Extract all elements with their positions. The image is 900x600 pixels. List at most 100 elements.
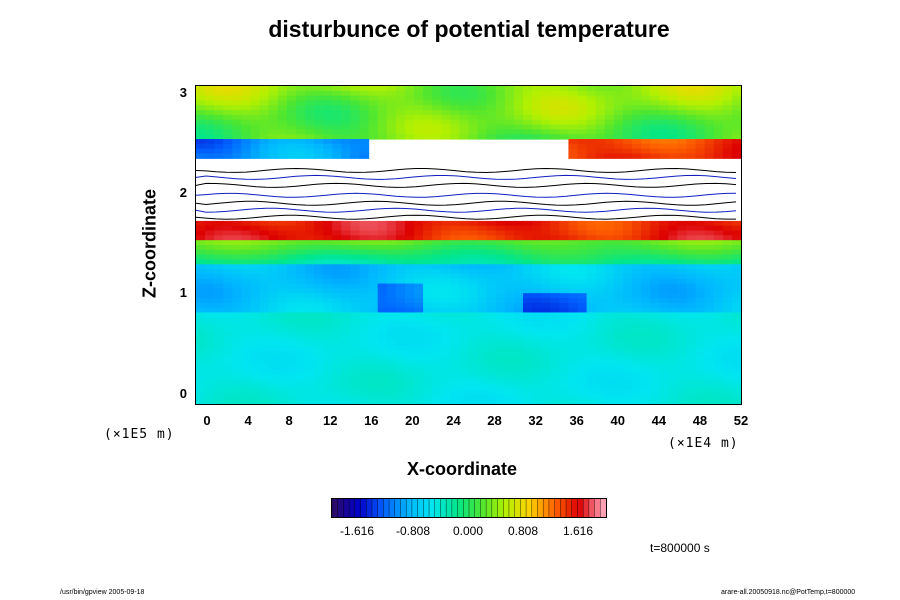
heatmap-cell	[713, 245, 724, 251]
heatmap-cell	[550, 389, 560, 395]
heatmap-cell	[232, 399, 243, 404]
heatmap-cell	[568, 278, 579, 285]
heatmap-cell	[214, 346, 224, 352]
heatmap-cell	[341, 86, 352, 92]
heatmap-cell	[214, 259, 224, 265]
heatmap-cell	[523, 375, 533, 381]
colorbar-segment	[337, 499, 344, 517]
heatmap-cell	[686, 105, 697, 111]
heatmap-cell	[305, 384, 315, 391]
heatmap-cell	[459, 95, 470, 102]
heatmap-cell	[441, 302, 451, 309]
heatmap-cell	[332, 351, 342, 357]
colorbar-tick-label: -1.616	[339, 524, 375, 538]
heatmap-cell	[504, 269, 515, 275]
heatmap-cell	[395, 341, 406, 347]
heatmap-cell	[668, 90, 679, 97]
heatmap-cell	[532, 110, 542, 116]
heatmap-cell	[613, 148, 624, 155]
heatmap-cell	[404, 90, 415, 97]
heatmap-cell	[268, 312, 279, 318]
heatmap-cell	[268, 148, 279, 155]
heatmap-cell	[395, 240, 406, 246]
heatmap-cell	[532, 119, 542, 126]
heatmap-cell	[695, 235, 706, 241]
heatmap-cell	[495, 322, 506, 328]
heatmap-cell	[368, 336, 379, 342]
heatmap-cell	[368, 225, 379, 232]
heatmap-cell	[486, 394, 497, 400]
heatmap-cell	[622, 341, 633, 347]
heatmap-cell	[268, 254, 279, 261]
heatmap-cell	[277, 230, 288, 236]
heatmap-cell	[695, 105, 706, 111]
heatmap-cell	[305, 124, 315, 130]
heatmap-cell	[432, 307, 442, 314]
heatmap-cell	[586, 370, 597, 376]
heatmap-cell	[250, 119, 261, 126]
heatmap-cell	[432, 86, 442, 92]
heatmap-cell	[613, 273, 624, 280]
heatmap-cell	[295, 259, 306, 265]
heatmap-cell	[441, 220, 451, 227]
heatmap-cell	[359, 114, 370, 121]
heatmap-cell	[650, 360, 660, 367]
heatmap-cell	[350, 370, 361, 376]
heatmap-cell	[504, 298, 515, 304]
heatmap-cell	[432, 355, 442, 362]
colorbar-segment	[400, 499, 407, 517]
heatmap-cell	[314, 298, 324, 304]
heatmap-cell	[641, 283, 651, 289]
heatmap-cell	[513, 119, 524, 126]
heatmap-cell	[486, 259, 497, 265]
heatmap-cell	[541, 105, 551, 111]
heatmap-cell	[432, 322, 442, 328]
heatmap-cell	[350, 139, 361, 145]
heatmap-cell	[677, 225, 688, 232]
heatmap-cell	[359, 264, 370, 270]
heatmap-cell	[586, 114, 597, 121]
heatmap-cell	[595, 254, 606, 261]
heatmap-cell	[495, 220, 506, 227]
heatmap-cell	[268, 331, 279, 338]
heatmap-cell	[214, 86, 224, 92]
heatmap-cell	[532, 326, 542, 333]
heatmap-cell	[404, 110, 415, 116]
heatmap-cell	[341, 105, 352, 111]
heatmap-cell	[632, 134, 642, 140]
heatmap-cell	[359, 259, 370, 265]
heatmap-cell	[486, 389, 497, 395]
x-tick-label: 4	[244, 413, 252, 428]
heatmap-cell	[277, 370, 288, 376]
heatmap-cell	[613, 105, 624, 111]
heatmap-cell	[604, 351, 615, 357]
heatmap-cell	[323, 351, 333, 357]
heatmap-cell	[695, 336, 706, 342]
heatmap-cell	[686, 360, 697, 367]
heatmap-cell	[650, 139, 660, 145]
heatmap-cell	[359, 336, 370, 342]
heatmap-cell	[377, 298, 388, 304]
heatmap-cell	[513, 307, 524, 314]
heatmap-cell	[650, 148, 660, 155]
x-tick-label: 28	[487, 413, 502, 428]
heatmap-cell	[350, 288, 361, 294]
heatmap-cell	[632, 90, 642, 97]
heatmap-cell	[250, 235, 261, 241]
heatmap-cell	[295, 389, 306, 395]
heatmap-cell	[305, 273, 315, 280]
heatmap-cell	[450, 384, 461, 391]
heatmap-cell	[341, 293, 352, 299]
heatmap-cell	[504, 365, 515, 371]
heatmap-cell	[214, 95, 224, 102]
heatmap-cell	[377, 264, 388, 270]
heatmap-cell	[504, 288, 515, 294]
heatmap-cell	[286, 225, 297, 232]
heatmap-cell	[586, 293, 597, 299]
heatmap-cell	[668, 114, 679, 121]
heatmap-cell	[586, 384, 597, 391]
heatmap-cell	[704, 336, 715, 342]
heatmap-cell	[695, 254, 706, 261]
heatmap-cell	[595, 355, 606, 362]
heatmap-cell	[414, 365, 424, 371]
